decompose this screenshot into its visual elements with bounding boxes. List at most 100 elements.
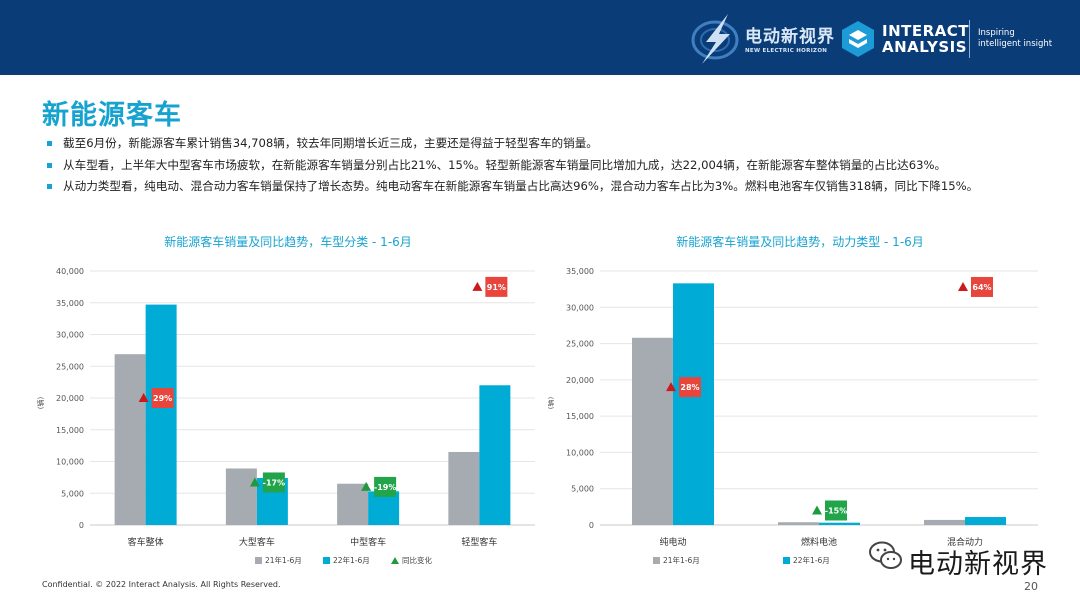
bar-curr (145, 304, 177, 525)
yoy-triangle-marker (958, 281, 968, 291)
x-tick-label: 大型客车 (239, 536, 275, 548)
y-tick-label: 20,000 (566, 376, 594, 385)
y-tick-label: 25,000 (56, 362, 84, 371)
ia-brand-line1: INTERACT (882, 22, 970, 40)
page-number: 20 (1024, 580, 1038, 593)
yoy-data-label: -17% (263, 478, 285, 487)
logo-divider (969, 20, 970, 58)
y-tick-label: 10,000 (56, 458, 84, 467)
tagline-line2: intelligent insight (978, 39, 1053, 49)
yoy-badge (825, 500, 847, 521)
vehicle-type-chart: 新能源客车销量及同比趋势，车型分类 - 1-6月 0 5,000 10,000 15,0… (36, 234, 535, 565)
slide-title: 新能源客车 (42, 100, 182, 131)
yoy-data-label: 28% (680, 383, 699, 392)
bar-prev (448, 451, 480, 525)
ev-brand-name: 电动新视界 (745, 27, 835, 47)
interact-analysis-logo: INTERACT ANALYSIS Inspiring intelligent … (840, 20, 1080, 60)
yoy-badge (485, 276, 508, 297)
bullet-text: 从车型看，上半年大中型客车市场疲软，在新能源客车销量分别占比21%、15%。轻型… (63, 157, 947, 172)
yoy-data-label: -19% (374, 483, 396, 492)
y-tick-label: 25,000 (566, 340, 594, 349)
x-tick-label: 客车整体 (128, 536, 164, 548)
bar-curr (368, 491, 400, 525)
y-tick-label: 35,000 (56, 299, 84, 308)
yoy-triangle-marker (472, 281, 483, 291)
cube-icon (842, 21, 874, 57)
yoy-triangle-marker (138, 393, 149, 402)
legend-label: 同比变化 (402, 555, 432, 565)
yoy-badge (262, 472, 285, 493)
y-tick-label: 15,000 (566, 412, 594, 421)
x-tick-label: 燃料电池 (801, 536, 837, 548)
x-tick-label: 轻型客车 (461, 536, 497, 548)
yoy-triangle-marker (666, 382, 676, 392)
bar-prev (632, 337, 673, 525)
legend-swatch (323, 557, 330, 564)
y-tick-label: 30,000 (56, 331, 84, 340)
yoy-triangle-marker (812, 505, 822, 515)
y-tick-label: 5,000 (571, 485, 594, 494)
legend-swatch (255, 557, 262, 564)
bar-curr (673, 283, 714, 525)
yoy-badge (679, 377, 701, 398)
bullet-item: 从车型看，上半年大中型客车市场疲软，在新能源客车销量分别占比21%、15%。轻型… (45, 155, 1065, 177)
bullet-item: 截至6月份，新能源客车累计销售34,708辆，较去年同期增长近三成，主要还是得益… (45, 133, 1065, 155)
footer-copyright: Confidential. © 2022 Interact Analysis. … (42, 580, 281, 589)
yoy-data-label: 91% (487, 283, 506, 292)
yoy-data-label: -15% (825, 506, 847, 515)
legend-swatch (783, 557, 790, 564)
yoy-triangle-marker (249, 477, 260, 487)
yoy-data-label: 29% (153, 394, 172, 403)
bullet-text: 从动力类型看，纯电动、混合动力客车销量保持了增长态势。纯电动客车在新能源客车销量… (63, 179, 979, 193)
watermark-text: 电动新视界 (908, 549, 1048, 580)
bar-curr (479, 385, 511, 525)
y-axis-label: (辆) (36, 397, 45, 410)
tagline-line1: Inspiring (978, 28, 1015, 38)
header-bar: 电动新视界 NEW ELECTRIC HORIZON INTERACT ANAL… (0, 0, 1080, 75)
lightning-globe-icon (691, 14, 739, 64)
power-type-chart: 新能源客车销量及同比趋势，动力类型 - 1-6月 0 5,000 10,000 15,0… (548, 234, 1038, 565)
y-tick-label: 0 (589, 521, 594, 530)
bullet-item: 从动力类型看，纯电动、混合动力客车销量保持了增长态势。纯电动客车在新能源客车销量… (45, 176, 1065, 198)
bullet-marker (47, 162, 52, 168)
legend-label: 21年1-6月 (265, 555, 302, 565)
yoy-badge (151, 388, 174, 408)
y-axis-label: (辆) (548, 397, 555, 410)
bullet-marker (47, 184, 52, 189)
legend-swatch (653, 557, 660, 564)
yoy-triangle-marker (361, 481, 372, 491)
y-tick-label: 5,000 (61, 489, 84, 498)
y-tick-label: 30,000 (566, 303, 594, 312)
bar-prev (225, 468, 257, 525)
legend-label: 22年1-6月 (793, 555, 830, 565)
bullet-marker (47, 141, 52, 146)
y-tick-label: 35,000 (566, 267, 594, 276)
chart-title: 新能源客车销量及同比趋势，车型分类 - 1-6月 (164, 234, 412, 249)
yoy-badge (374, 476, 397, 497)
bar-prev (114, 354, 146, 525)
y-tick-label: 0 (79, 521, 84, 530)
y-tick-label: 20,000 (56, 394, 84, 403)
bar-prev (778, 522, 819, 525)
y-tick-label: 15,000 (56, 426, 84, 435)
wechat-icon (869, 541, 902, 569)
y-tick-label: 40,000 (56, 267, 84, 276)
bullet-text: 截至6月份，新能源客车累计销售34,708辆，较去年同期增长近三成，主要还是得益… (63, 136, 598, 150)
legend-triangle-marker (391, 557, 399, 564)
ev-horizon-logo: 电动新视界 NEW ELECTRIC HORIZON (688, 10, 838, 66)
bar-prev (924, 519, 965, 525)
legend-label: 22年1-6月 (333, 555, 370, 565)
legend-label: 21年1-6月 (663, 555, 700, 565)
yoy-data-label: 64% (972, 283, 991, 292)
x-tick-label: 中型客车 (350, 536, 386, 548)
ia-brand-line2: ANALYSIS (882, 38, 968, 56)
bullet-list: 截至6月份，新能源客车累计销售34,708辆，较去年同期增长近三成，主要还是得益… (45, 133, 1065, 198)
ev-brand-subtitle: NEW ELECTRIC HORIZON (745, 48, 828, 54)
bar-curr (965, 517, 1006, 525)
wechat-watermark: 电动新视界 (868, 540, 1058, 580)
x-tick-label: 纯电动 (659, 536, 686, 548)
chart-title: 新能源客车销量及同比趋势，动力类型 - 1-6月 (676, 234, 924, 249)
yoy-badge (971, 276, 993, 297)
y-tick-label: 10,000 (566, 448, 594, 457)
x-tick-label: 混合动力 (947, 536, 983, 548)
